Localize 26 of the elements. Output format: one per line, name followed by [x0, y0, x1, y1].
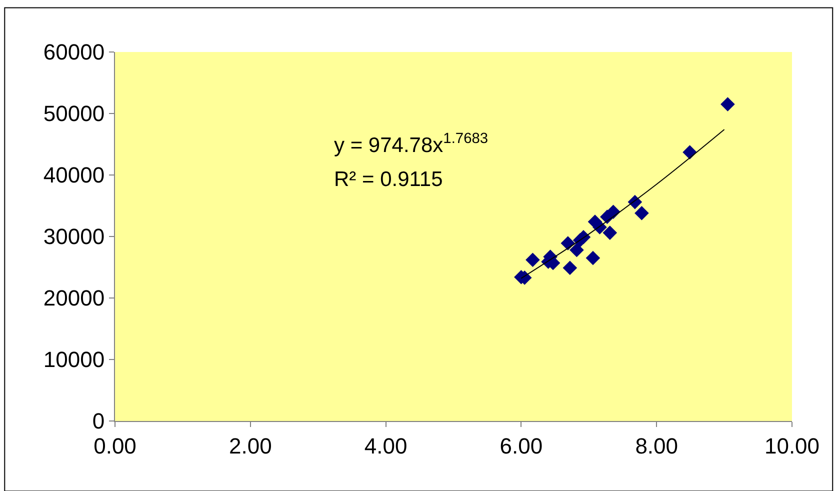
y-tick-label: 60000: [43, 40, 105, 65]
y-tick-label: 20000: [43, 286, 105, 311]
point: [526, 252, 540, 268]
point: [562, 260, 578, 276]
point: [592, 220, 607, 234]
x-tick-label: 4.00: [364, 433, 408, 458]
x-tick-label: 6.00: [500, 433, 543, 458]
point: [570, 242, 584, 258]
annotation: y = 974.78x$^{1.7683}$: [334, 131, 488, 157]
point: [682, 145, 697, 160]
y-tick-label: 0: [92, 408, 105, 434]
point: [634, 206, 649, 220]
y-tick-label: 10000: [43, 347, 105, 372]
point: [560, 236, 576, 250]
x-tick-label: 0.00: [94, 433, 136, 458]
point: [602, 226, 618, 240]
y-tick-label: 40000: [43, 162, 105, 188]
point: [576, 230, 591, 244]
y-tick-label: 30000: [43, 224, 105, 250]
x-tick-label: 10.00: [764, 433, 820, 458]
y-tick-label: 50000: [43, 101, 105, 126]
x-tick-label: 8.00: [635, 433, 678, 458]
point: [586, 250, 600, 266]
x-tick-label: 2.00: [228, 433, 272, 458]
annotation: R² = 0.9115: [334, 168, 443, 191]
point: [720, 97, 735, 112]
